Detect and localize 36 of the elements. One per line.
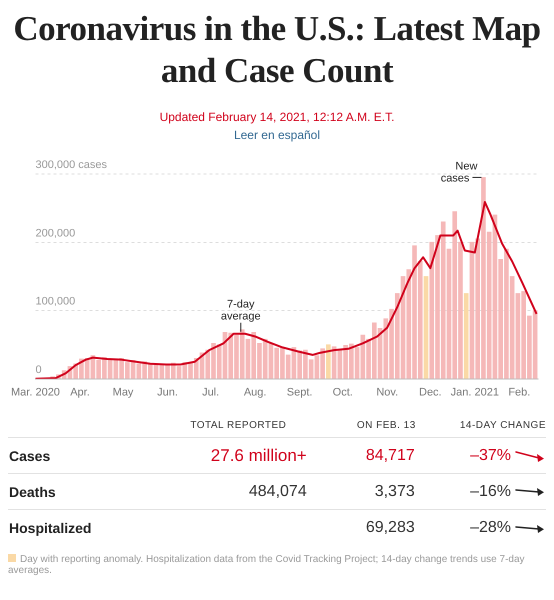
y-tick-label: 200,000 <box>35 227 76 240</box>
text: 3,373 <box>374 482 416 502</box>
y-tick-label: 100,000 <box>35 296 76 308</box>
text: Leer en español <box>232 128 322 142</box>
annotation: 7-day average <box>220 298 261 323</box>
chart-title: Coronavirus in the U.S.: Latest Map and Case Count <box>12 8 542 92</box>
x-tick-label: Feb. <box>508 386 530 398</box>
text: Day with reporting anomaly. Hospitalization data from the Covid Tracking Project; 14-day change trends use 7-day averages. <box>8 554 526 576</box>
text: 27.6 million+ <box>210 444 308 466</box>
x-tick-label: Apr. <box>70 386 90 398</box>
annotation: New cases <box>440 160 478 184</box>
x-tick-label: Jul. <box>202 386 220 398</box>
text: Cases <box>8 446 52 466</box>
text: –37% <box>469 446 512 466</box>
x-tick-label: Jan. 2021 <box>450 386 499 398</box>
text: Hospitalized <box>8 518 92 538</box>
text: 14-DAY CHANGE <box>458 419 546 433</box>
x-tick-label: Oct. <box>332 386 353 398</box>
chart-subtitle: Updated February 14, 2021, 12:12 A.M. E.T. <box>158 110 396 124</box>
y-tick-label: 300,000 cases <box>35 159 108 172</box>
x-tick-label: Nov. <box>376 386 398 398</box>
x-tick-label: Sept. <box>286 386 312 398</box>
text: 484,074 <box>248 482 308 502</box>
text: –28% <box>469 518 512 538</box>
text: TOTAL REPORTED <box>189 419 288 433</box>
text: 69,283 <box>364 518 416 538</box>
x-tick-label: Mar. 2020 <box>11 386 60 398</box>
x-tick-label: Dec. <box>419 386 442 398</box>
x-tick-label: Aug. <box>244 386 266 398</box>
text: –16% <box>469 482 512 502</box>
text: Deaths <box>8 482 57 502</box>
y-tick-label: 0 <box>35 364 42 376</box>
x-tick-label: Jun. <box>157 386 178 398</box>
x-tick-label: May <box>112 386 134 398</box>
text: ON FEB. 13 <box>356 419 416 433</box>
text: 84,717 <box>364 446 416 466</box>
